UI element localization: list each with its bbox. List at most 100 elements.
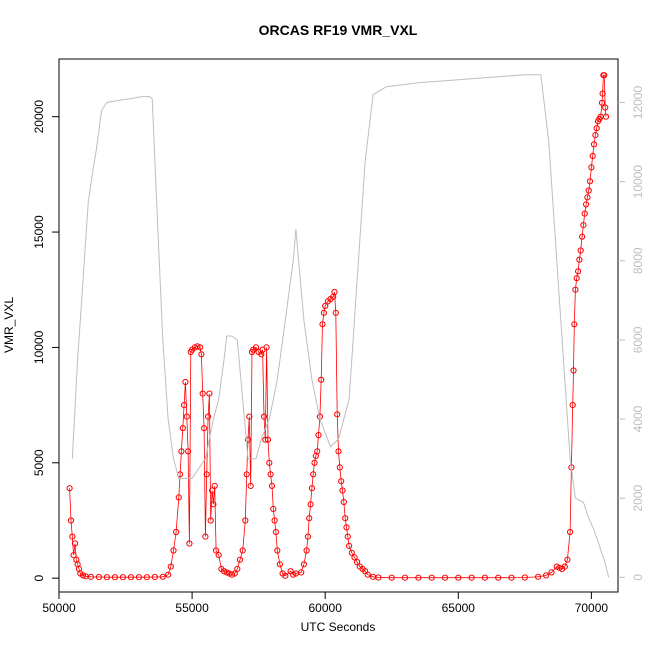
data-point xyxy=(209,487,216,494)
data-point xyxy=(119,574,127,581)
data-point xyxy=(70,552,77,559)
y2-tick-label: 2000 xyxy=(631,485,645,512)
x-tick-label: 70000 xyxy=(575,601,609,615)
data-point xyxy=(584,194,591,201)
data-point xyxy=(267,471,274,478)
data-point xyxy=(197,344,204,351)
data-point xyxy=(351,554,358,561)
data-point xyxy=(260,413,268,420)
data-point xyxy=(170,547,177,554)
data-point xyxy=(203,471,210,478)
data-point xyxy=(205,413,212,420)
data-point xyxy=(186,540,193,547)
data-point xyxy=(252,344,260,351)
series-layer xyxy=(66,72,610,581)
y-tick-label: 0 xyxy=(32,574,46,581)
data-point xyxy=(346,542,353,550)
data-point xyxy=(143,574,150,581)
y2-tick-label: 8000 xyxy=(631,247,645,274)
data-point xyxy=(569,402,576,409)
data-point xyxy=(593,125,600,132)
data-point xyxy=(270,505,277,512)
data-point xyxy=(182,378,189,386)
data-point xyxy=(579,233,586,240)
data-point xyxy=(242,517,249,524)
data-point xyxy=(415,574,422,581)
data-point xyxy=(344,533,351,540)
data-point xyxy=(564,556,571,563)
data-point xyxy=(441,574,449,581)
x-axis: 50000 55000 60000 65000 70000 xyxy=(42,592,608,615)
data-point xyxy=(243,471,250,478)
data-point xyxy=(598,99,606,106)
series-connector-VMR_VXL xyxy=(69,74,607,579)
data-point xyxy=(575,268,582,275)
data-point xyxy=(571,321,578,328)
data-point xyxy=(179,425,186,432)
data-point xyxy=(266,459,273,466)
data-point xyxy=(588,164,595,171)
data-point xyxy=(602,113,610,120)
y2-tick-label: 6000 xyxy=(631,326,645,353)
data-point xyxy=(201,425,208,432)
data-point xyxy=(181,402,188,409)
data-point xyxy=(354,558,361,566)
data-point xyxy=(185,448,192,455)
x-tick-label: 60000 xyxy=(309,601,343,615)
data-point xyxy=(583,201,590,208)
data-point xyxy=(236,556,244,563)
series-line-altitude xyxy=(71,74,610,578)
data-point xyxy=(304,533,311,540)
data-point xyxy=(183,413,190,420)
data-point xyxy=(173,528,180,536)
y-tick-label: 15000 xyxy=(32,215,46,249)
data-point xyxy=(246,413,253,420)
data-point xyxy=(127,574,134,581)
data-point xyxy=(322,302,329,309)
data-point xyxy=(455,574,462,581)
data-point xyxy=(178,448,185,455)
data-point xyxy=(202,533,209,540)
data-point xyxy=(561,563,568,570)
data-point xyxy=(175,494,182,501)
data-point xyxy=(215,552,222,559)
data-point xyxy=(159,573,166,580)
data-point xyxy=(239,547,246,554)
data-point xyxy=(599,90,606,97)
data-point xyxy=(151,573,158,581)
x-tick-label: 50000 xyxy=(42,601,76,615)
y-axis-left: 0 5000 10000 15000 20000 xyxy=(32,100,59,581)
data-point xyxy=(167,563,174,570)
data-point xyxy=(336,464,343,471)
data-point xyxy=(199,390,206,397)
data-point xyxy=(567,528,574,536)
data-point xyxy=(263,344,270,351)
data-point xyxy=(331,288,338,296)
y-axis-label: VMR_VXL xyxy=(2,297,16,353)
data-point xyxy=(339,487,346,494)
data-point xyxy=(268,482,276,489)
data-point xyxy=(282,572,289,579)
data-point xyxy=(340,498,347,506)
data-point xyxy=(548,569,555,576)
data-point xyxy=(67,517,75,524)
data-point xyxy=(332,309,339,316)
data-point xyxy=(211,482,218,489)
data-point xyxy=(71,540,79,547)
data-point xyxy=(318,376,325,383)
data-point xyxy=(69,533,76,540)
data-point xyxy=(231,570,238,577)
data-point xyxy=(272,528,279,536)
data-point xyxy=(311,459,318,466)
data-point xyxy=(103,574,111,581)
y-tick-label: 10000 xyxy=(32,330,46,364)
data-point xyxy=(572,286,579,293)
data-point xyxy=(307,501,314,508)
data-point xyxy=(570,367,577,374)
data-point xyxy=(315,432,322,439)
y2-tick-label: 12000 xyxy=(631,86,645,120)
data-point xyxy=(375,574,382,581)
data-point xyxy=(95,573,103,581)
data-point xyxy=(276,561,283,568)
data-point xyxy=(364,571,371,578)
